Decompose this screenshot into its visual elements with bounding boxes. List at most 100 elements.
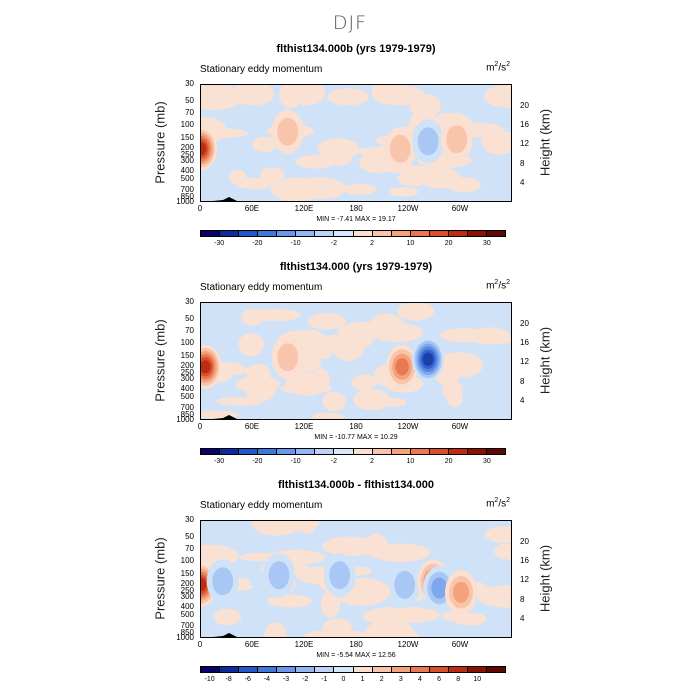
- height-tick-label: 20: [520, 318, 529, 328]
- colorbar-tick-label: 2: [370, 458, 375, 465]
- longitude-tick-label: 120W: [397, 640, 419, 649]
- panel-variable-label: Stationary eddy momentum: [200, 500, 323, 511]
- weak-positive-patch: [267, 594, 313, 608]
- colorbar-swatch: [467, 667, 487, 672]
- weak-positive-patch: [235, 177, 275, 190]
- colorbar-swatch: [220, 667, 240, 672]
- negative-anomaly-contour: [329, 561, 351, 590]
- longitude-tick-label: 180: [349, 422, 363, 431]
- height-tick-label: 16: [520, 556, 529, 566]
- colorbar-tick-label: 8: [456, 676, 461, 683]
- colorbar-swatch: [448, 231, 468, 236]
- pressure-tick-label: 50: [185, 314, 194, 324]
- height-tick-label: 12: [520, 357, 529, 367]
- pressure-tick-label: 400: [180, 166, 194, 176]
- colorbar-swatch: [201, 231, 221, 236]
- units-part: /s: [498, 280, 507, 292]
- pressure-tick-label: 300: [180, 592, 194, 602]
- pressure-tick-label: 700: [180, 620, 194, 630]
- longitude-tick-label: 0: [197, 640, 203, 649]
- negative-anomaly-contour: [431, 577, 448, 599]
- colorbar-tick-label: 6: [437, 676, 442, 683]
- colorbar-swatch: [486, 449, 505, 454]
- colorbar-swatch: [486, 667, 505, 672]
- weak-positive-patch: [311, 412, 344, 419]
- colorbar-swatch: [353, 449, 373, 454]
- colorbar-swatch: [258, 449, 278, 454]
- colorbar-tick-label: 2: [370, 240, 375, 247]
- height-tick-label: 4: [520, 613, 525, 623]
- colorbar-swatch: [410, 449, 430, 454]
- negative-anomaly-contour: [212, 567, 234, 596]
- colorbar-swatch: [391, 667, 411, 672]
- weak-positive-patch: [478, 333, 511, 345]
- colorbar-tick-label: -6: [244, 676, 251, 683]
- weak-positive-patch: [320, 590, 341, 618]
- weak-positive-patch: [484, 526, 511, 543]
- weak-positive-patch: [279, 383, 333, 394]
- negative-anomaly-contour: [417, 127, 439, 156]
- heatmap-plot-area: [200, 302, 512, 420]
- colorbar-swatch: [429, 231, 449, 236]
- units-part: /s: [498, 62, 507, 74]
- units-part: 2: [506, 497, 510, 504]
- colorbar-swatch: [315, 667, 335, 672]
- weak-positive-patch: [322, 391, 347, 412]
- panel-variable-label: Stationary eddy momentum: [200, 64, 323, 75]
- weak-positive-patch: [264, 622, 287, 637]
- y-axis-label: Pressure (mb): [152, 537, 168, 620]
- height-tick-label: 16: [520, 338, 529, 348]
- longitude-tick-label: 60E: [244, 422, 260, 431]
- weak-positive-patch: [364, 620, 415, 637]
- weak-positive-patch: [259, 167, 285, 182]
- colorbar-tick-label: -20: [252, 458, 263, 465]
- weak-positive-patch: [385, 607, 440, 623]
- units-part: m: [486, 498, 495, 510]
- colorbar-swatch: [220, 449, 240, 454]
- colorbar: [200, 666, 506, 673]
- weak-positive-patch: [446, 177, 482, 193]
- positive-anomaly-contour: [201, 360, 211, 374]
- pressure-tick-label: 150: [180, 351, 194, 361]
- weak-positive-patch: [483, 85, 511, 108]
- pressure-tick-label: 700: [180, 402, 194, 412]
- negative-anomaly-contour: [422, 352, 434, 366]
- weak-positive-patch: [397, 170, 431, 187]
- units-part: m: [486, 280, 495, 292]
- panel-units-label: m2/s2: [486, 497, 510, 509]
- panel-title: flthist134.000 (yrs 1979-1979): [279, 261, 433, 273]
- weak-positive-patch: [342, 183, 377, 196]
- pressure-tick-label: 250: [180, 150, 194, 160]
- weak-positive-patch: [293, 177, 346, 200]
- weak-positive-patch: [369, 313, 404, 332]
- colorbar-swatch: [372, 667, 392, 672]
- panel-title: flthist134.000b - flthist134.000: [278, 479, 434, 491]
- pressure-tick-label: 400: [180, 602, 194, 612]
- colorbar-swatch: [410, 231, 430, 236]
- colorbar-tick-label: 30: [482, 240, 491, 247]
- panel-variable-label: Stationary eddy momentum: [200, 282, 323, 293]
- pressure-tick-label: 1000: [176, 197, 194, 206]
- pressure-tick-label: 500: [180, 609, 194, 619]
- colorbar-swatch: [201, 667, 221, 672]
- colorbar-tick-label: 10: [473, 676, 482, 683]
- colorbar: [200, 230, 506, 237]
- weak-positive-patch: [241, 308, 264, 326]
- pressure-tick-label: 200: [180, 360, 194, 370]
- weak-positive-patch: [317, 138, 360, 160]
- units-part: 2: [494, 497, 499, 504]
- pressure-tick-label: 500: [180, 173, 194, 183]
- longitude-tick-label: 180: [349, 640, 363, 649]
- pressure-tick-label: 150: [180, 133, 194, 143]
- pressure-tick-label: 50: [185, 96, 194, 106]
- weak-positive-patch: [351, 374, 377, 391]
- weak-positive-patch: [235, 376, 280, 393]
- positive-anomaly-contour: [395, 358, 409, 376]
- height-tick-label: 20: [520, 100, 529, 110]
- colorbar-tick-label: -1: [321, 676, 328, 683]
- weak-positive-patch: [279, 85, 303, 109]
- pressure-tick-label: 850: [180, 409, 194, 419]
- colorbar-swatch: [239, 231, 259, 236]
- colorbar-tick-label: 20: [444, 458, 453, 465]
- colorbar: [200, 448, 506, 455]
